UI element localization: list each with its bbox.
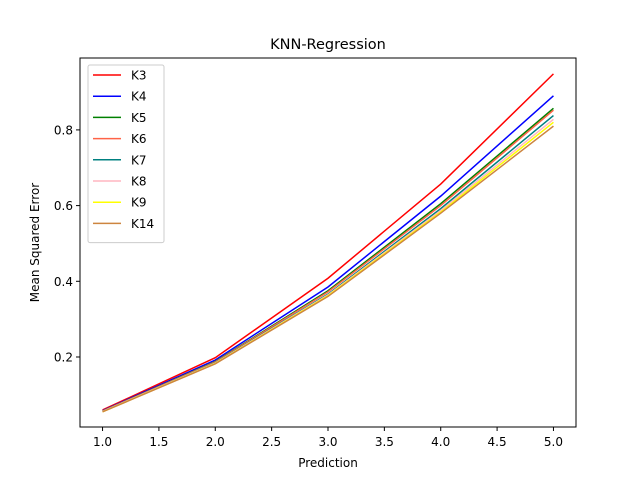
chart-title: KNN-Regression bbox=[270, 37, 386, 53]
x-tick-label: 1.0 bbox=[93, 435, 112, 449]
legend-label-k7: K7 bbox=[131, 153, 147, 167]
x-tick-label: 1.5 bbox=[149, 435, 168, 449]
series-line-k8 bbox=[102, 118, 554, 413]
legend-label-k8: K8 bbox=[131, 175, 147, 189]
legend-label-k6: K6 bbox=[131, 132, 147, 146]
x-tick-label: 5.0 bbox=[544, 435, 563, 449]
legend-label-k9: K9 bbox=[131, 196, 147, 210]
y-tick-label: 0.4 bbox=[54, 275, 73, 289]
x-axis-label: Prediction bbox=[298, 456, 358, 470]
y-tick-label: 0.6 bbox=[54, 199, 73, 213]
series-line-k3 bbox=[102, 73, 554, 411]
series-line-k5 bbox=[102, 107, 554, 412]
legend-label-k3: K3 bbox=[131, 69, 147, 83]
series-line-k4 bbox=[102, 95, 554, 412]
y-axis: 0.2 0.4 0.6 0.8 bbox=[54, 123, 80, 364]
y-tick-label: 0.8 bbox=[54, 123, 73, 137]
legend-label-k14: K14 bbox=[131, 217, 154, 231]
x-tick-label: 2.5 bbox=[262, 435, 281, 449]
x-tick-label: 2.0 bbox=[206, 435, 225, 449]
series-line-k14 bbox=[102, 125, 554, 413]
y-axis-label: Mean Squared Error bbox=[28, 183, 42, 303]
plot-area bbox=[102, 73, 554, 413]
legend: K3 K4 K5 K6 K7 K8 K9 K14 bbox=[87, 64, 165, 244]
legend-box bbox=[87, 64, 165, 244]
x-axis: 1.0 1.5 2.0 2.5 3.0 3.5 4.0 4.5 5.0 bbox=[93, 427, 563, 449]
legend-label-k4: K4 bbox=[131, 90, 147, 104]
legend-label-k5: K5 bbox=[131, 111, 147, 125]
y-tick-label: 0.2 bbox=[54, 350, 73, 364]
x-tick-label: 3.5 bbox=[375, 435, 394, 449]
x-tick-label: 4.5 bbox=[488, 435, 507, 449]
x-tick-label: 3.0 bbox=[318, 435, 337, 449]
series-line-k7 bbox=[102, 114, 554, 413]
x-tick-label: 4.0 bbox=[431, 435, 450, 449]
